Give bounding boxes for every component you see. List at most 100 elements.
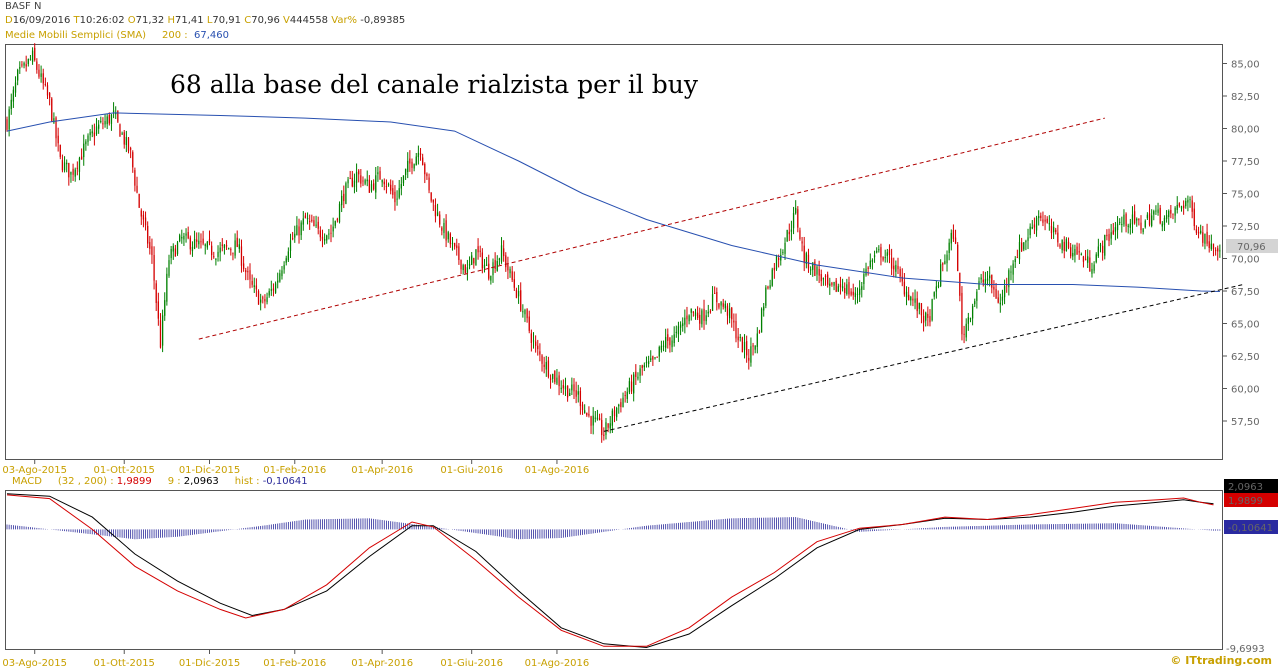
candle: [1153, 211, 1155, 215]
candle: [991, 274, 993, 288]
candle: [1031, 227, 1033, 229]
x-tick-label: 01-Apr-2016: [351, 465, 413, 476]
candle: [577, 391, 579, 395]
candle: [1042, 219, 1044, 223]
candle: [637, 376, 639, 379]
candle: [807, 254, 810, 269]
candle: [119, 124, 121, 137]
candle: [844, 288, 846, 294]
candle: [613, 410, 616, 417]
candle: [12, 89, 15, 102]
candle: [937, 285, 940, 287]
candle: [1176, 205, 1178, 210]
candle: [989, 275, 991, 279]
candle: [927, 313, 929, 318]
candle: [876, 250, 878, 253]
candle: [918, 302, 920, 309]
candle: [430, 192, 432, 201]
candle: [296, 225, 298, 236]
sma-label: Medie Mobili Semplici (SMA): [5, 30, 147, 41]
candle: [948, 242, 950, 253]
candle: [910, 296, 912, 301]
candle: [313, 220, 315, 227]
candle: [87, 135, 89, 143]
candle: [916, 298, 918, 312]
candle: [944, 261, 946, 264]
candle: [1046, 218, 1048, 223]
candle: [238, 244, 240, 249]
candle: [522, 311, 524, 313]
candle: [68, 162, 70, 178]
candle: [417, 152, 420, 158]
candle: [654, 357, 656, 359]
candle: [752, 345, 754, 347]
x-tick-label: 01-Feb-2016: [263, 465, 326, 476]
candle: [865, 268, 867, 276]
candle: [1040, 215, 1042, 219]
candle: [594, 417, 596, 419]
candle: [692, 311, 695, 313]
candle: [635, 371, 637, 377]
candle: [935, 286, 938, 292]
candle: [1050, 225, 1053, 234]
candle: [183, 235, 185, 240]
candle: [415, 156, 417, 166]
candle: [1178, 203, 1181, 206]
candle: [609, 423, 611, 429]
candle: [720, 301, 722, 306]
candle: [200, 241, 202, 243]
y-tick-label: -9,6993: [1226, 644, 1265, 655]
candle: [315, 224, 317, 226]
sma-period: 200 :: [161, 30, 188, 41]
ohlc-readout: D16/09/2016 T10:26:02 O71,32 H71,41 L70,…: [5, 15, 405, 26]
candle: [914, 298, 916, 303]
macd-label: MACD: [12, 476, 42, 487]
candle: [503, 248, 505, 257]
candle: [803, 245, 805, 263]
candle: [142, 214, 145, 220]
candle: [980, 277, 982, 280]
candle: [392, 188, 394, 195]
candle: [1044, 219, 1046, 222]
candle: [1012, 263, 1014, 275]
candle: [675, 331, 677, 333]
candle: [539, 351, 541, 355]
candle: [129, 148, 132, 150]
candle: [338, 203, 341, 223]
candle: [797, 209, 799, 228]
candle: [370, 184, 373, 191]
candle: [358, 170, 360, 175]
candle: [174, 248, 177, 257]
candle: [601, 420, 603, 435]
x-tick-label: 01-Giu-2016: [440, 658, 503, 668]
candle: [485, 264, 488, 266]
candle: [232, 252, 234, 254]
candle: [931, 299, 933, 321]
candle: [1116, 223, 1119, 231]
candle: [98, 124, 100, 129]
macd-value-label: 2,0963: [1228, 482, 1263, 493]
candle: [341, 195, 343, 206]
candle: [1191, 200, 1193, 212]
symbol-title: BASF N: [5, 1, 42, 12]
candle: [620, 402, 622, 408]
candle: [1129, 223, 1131, 228]
signal-period: 9 :: [167, 476, 181, 487]
candle: [688, 315, 690, 322]
y-tick-label: 57,50: [1231, 417, 1260, 428]
candle: [696, 312, 699, 318]
candle: [225, 245, 228, 247]
candle: [873, 255, 876, 258]
candle: [1061, 239, 1063, 251]
candle: [31, 50, 34, 62]
candle: [48, 93, 51, 98]
candle: [933, 292, 935, 297]
brand-logo: © ITtrading.com: [1170, 654, 1272, 667]
candle: [140, 210, 142, 217]
candle: [1119, 221, 1121, 223]
candle: [61, 160, 64, 171]
candle: [198, 240, 200, 245]
candle: [253, 285, 255, 287]
candle: [368, 179, 371, 193]
candle: [952, 229, 955, 239]
